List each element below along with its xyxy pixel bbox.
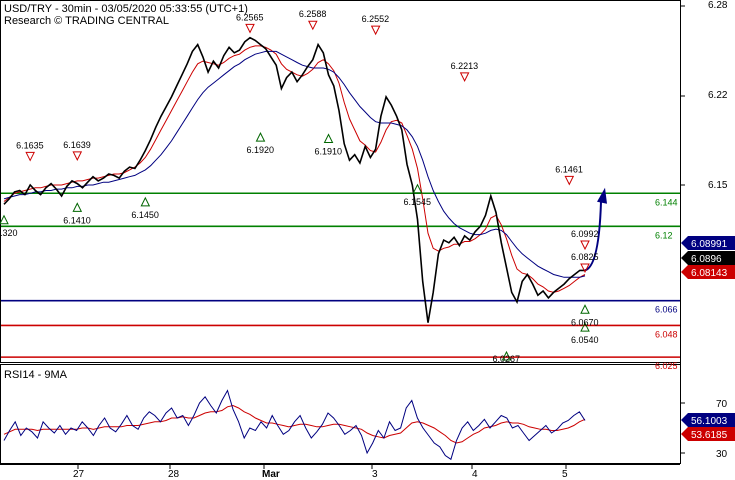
pivot-label: 6.1450 [131, 210, 159, 220]
y-tick-label: 6.22 [708, 90, 728, 101]
forecast-arrow [584, 201, 602, 272]
price-tag [681, 236, 735, 250]
x-tick-label: 3 [372, 469, 378, 480]
pivot-high-marker [308, 20, 318, 31]
pivot-high-marker [72, 151, 83, 161]
pivot-low-marker [580, 304, 590, 314]
level-label: 6.144 [655, 197, 678, 207]
price-tag-label: 6.08143 [691, 268, 728, 279]
pivot-label: 6.1635 [16, 140, 44, 150]
pivot-low-marker [140, 196, 151, 207]
pivot-label: 6.1461 [555, 164, 583, 174]
pivot-label: 6.1320 [0, 228, 18, 238]
x-tick-label: Mar [262, 469, 280, 480]
pivot-label: 6.2552 [362, 14, 390, 24]
pivot-low-marker [412, 183, 423, 194]
x-tick-label: 5 [562, 469, 568, 480]
support-resistance-levels: 6.144 6.12 6.066 6.048 6.025 [1, 192, 680, 371]
pivot-low-marker [0, 214, 9, 225]
rsi-title: RSI14 - 9MA [4, 369, 68, 381]
forecast-arrowhead [597, 187, 607, 204]
rsi-ma-line [3, 404, 586, 444]
price-tag-label: 6.08991 [691, 239, 728, 250]
price-panel-frame [0, 0, 681, 363]
pivot-high-marker [580, 263, 590, 274]
pivot-label: 6.1410 [63, 215, 91, 225]
pivot-high-marker [25, 151, 35, 162]
rsi-line [3, 389, 586, 461]
x-tick-label: 4 [472, 469, 478, 480]
pivot-high-marker [459, 72, 470, 82]
pivot-label: 6.0670 [571, 317, 599, 327]
pivot-high-marker [580, 240, 590, 251]
price-tag-label: 56.1003 [691, 416, 728, 427]
pivot-high-marker [564, 175, 575, 186]
pivot-high-marker [245, 23, 255, 34]
pivot-low-marker [255, 132, 266, 142]
pivot-label: 6.1910 [315, 147, 343, 157]
pivot-label: 6.1920 [246, 145, 274, 155]
pivot-markers: 6.1320 6.1635 6.1639 6.1410 6.1450 6.2565 6.25… [0, 9, 599, 364]
pivot-low-marker [323, 133, 334, 144]
price-tag-label: 6.0896 [691, 254, 722, 265]
rsi-tick-label: 30 [716, 449, 728, 460]
ma-slow-line [3, 50, 586, 278]
x-tick-label: 27 [73, 469, 85, 480]
chart-title: USD/TRY - 30min - 03/05/2020 05:33:55 (U… [4, 3, 248, 15]
price-tag-label: 53.6185 [691, 430, 728, 441]
rsi-tick-label: 70 [716, 399, 728, 410]
pivot-label: 6.1639 [63, 140, 91, 150]
ma-fast-line [3, 45, 586, 293]
y-tick-label: 6.15 [708, 180, 728, 191]
pivot-low-marker [72, 202, 83, 212]
price-tag [681, 413, 735, 427]
chart-subtitle: Research © TRADING CENTRAL [4, 15, 169, 27]
pivot-label: 6.0825 [571, 252, 599, 262]
pivot-label: 6.0267 [492, 354, 520, 364]
pivot-low-marker [580, 322, 590, 332]
x-tick-label: 28 [168, 469, 180, 480]
pivot-high-marker [370, 25, 381, 36]
level-label: 6.066 [655, 305, 678, 315]
rsi-panel-frame [0, 364, 681, 464]
level-label: 6.048 [655, 329, 678, 339]
level-label: 6.12 [655, 230, 673, 240]
price-tags: 6.08991 6.0896 6.08143 56.1003 53.6185 [681, 236, 735, 441]
pivot-label: 6.2588 [299, 9, 327, 19]
y-tick-label: 6.28 [708, 0, 728, 11]
price-tag [681, 265, 735, 279]
pivot-low-marker [501, 350, 512, 361]
pivot-label: 6.2213 [451, 61, 479, 71]
price-series [3, 36, 607, 323]
pivot-label: 6.0540 [571, 335, 599, 345]
price-line [3, 36, 585, 323]
x-tick-marks [77, 5, 685, 469]
pivot-label: 6.0992 [571, 229, 599, 239]
level-label: 6.025 [655, 361, 678, 371]
pivot-label: 6.2565 [236, 12, 264, 22]
price-tag [681, 251, 735, 265]
rsi-series [3, 389, 586, 461]
price-tag [681, 427, 735, 441]
pivot-label: 6.1545 [404, 197, 432, 207]
